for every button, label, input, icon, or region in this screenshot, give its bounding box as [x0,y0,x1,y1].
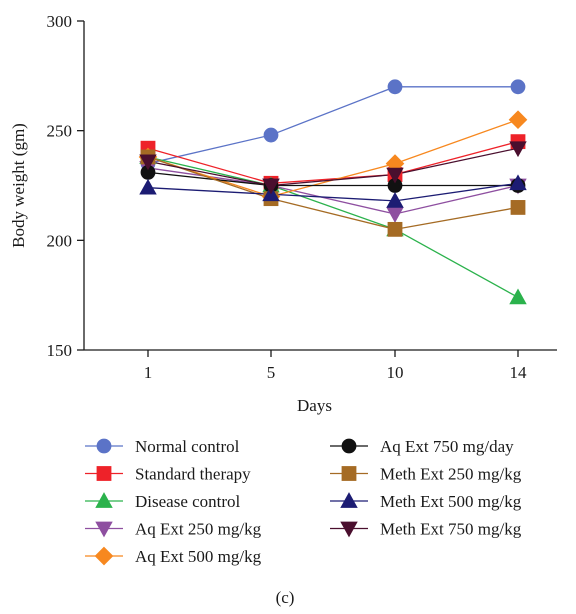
legend-item-aq-ext-750-mg-day: Aq Ext 750 mg/day [330,437,514,456]
legend-label: Standard therapy [135,465,251,484]
legend-swatch-marker [341,438,357,454]
data-point-aq-ext-250-mg-kg [386,207,404,223]
x-tick-label: 10 [387,363,404,382]
series-line-disease-control [147,156,519,298]
legend-label: Normal control [135,437,240,456]
legend-item-meth-ext-750-mg-kg: Meth Ext 750 mg/kg [330,520,522,539]
data-point-meth-ext-500-mg-kg [139,178,157,195]
series-line-normal-control [147,86,518,165]
legend-label: Aq Ext 500 mg/kg [135,547,262,566]
legend-label: Disease control [135,492,241,511]
legend-swatch-marker [94,546,114,566]
series-lines [147,86,519,298]
y-tick-label: 250 [47,122,73,141]
series-line-standard-therapy [147,141,519,184]
legend-label: Meth Ext 750 mg/kg [380,520,522,539]
data-point-normal-control [263,127,279,143]
panel-label: (c) [276,588,295,607]
data-point-meth-ext-500-mg-kg [386,191,404,208]
y-tick-label: 150 [47,341,73,360]
series-line-aq-ext-750-mg-day [147,171,518,187]
legend-item-standard-therapy: Standard therapy [85,465,251,484]
legend: Normal control Standard therapy Disease co… [85,437,522,566]
legend-item-disease-control: Disease control [85,492,241,511]
legend-swatch-marker [96,466,112,481]
x-tick-label: 14 [510,363,528,382]
series-markers [138,79,528,305]
y-axis-title: Body weight (gm) [9,123,28,248]
data-point-aq-ext-500-mg-kg [508,110,528,130]
x-tick-label: 1 [144,363,153,382]
data-point-meth-ext-750-mg-kg [509,141,527,158]
data-point-meth-ext-750-mg-kg [386,167,404,184]
series-line-meth-ext-500-mg-kg [147,182,519,202]
legend-swatch-marker [95,492,113,508]
legend-label: Meth Ext 250 mg/kg [380,465,522,484]
legend-swatch-marker [340,492,358,508]
axes: 150 200 250 300 1 5 10 14 [47,12,557,382]
data-point-disease-control [509,288,527,305]
legend-item-meth-ext-500-mg-kg: Meth Ext 500 mg/kg [330,492,522,511]
legend-item-aq-ext-250-mg-kg: Aq Ext 250 mg/kg [85,520,262,539]
data-point-normal-control [387,79,403,95]
x-axis-title: Days [297,396,332,415]
data-point-meth-ext-750-mg-kg [139,154,157,171]
series-line-meth-ext-750-mg-kg [147,147,519,187]
legend-swatch-marker [341,466,357,481]
y-tick-label: 200 [47,231,73,250]
data-point-meth-ext-250-mg-kg [510,200,526,215]
data-point-meth-ext-750-mg-kg [262,178,280,195]
data-point-meth-ext-500-mg-kg [509,174,527,191]
legend-swatch-marker [95,521,113,538]
legend-item-meth-ext-250-mg-kg: Meth Ext 250 mg/kg [330,465,522,484]
x-tick-label: 5 [267,363,276,382]
legend-item-normal-control: Normal control [85,437,240,456]
legend-label: Meth Ext 500 mg/kg [380,492,522,511]
data-point-normal-control [510,79,526,95]
legend-swatch-marker [340,521,358,538]
series-line-meth-ext-250-mg-kg [147,156,519,231]
legend-item-aq-ext-500-mg-kg: Aq Ext 500 mg/kg [85,546,262,566]
legend-label: Aq Ext 250 mg/kg [135,520,262,539]
y-tick-label: 300 [47,12,73,31]
legend-swatch-marker [96,438,112,454]
legend-label: Aq Ext 750 mg/day [380,437,514,456]
data-point-meth-ext-250-mg-kg [387,221,403,237]
